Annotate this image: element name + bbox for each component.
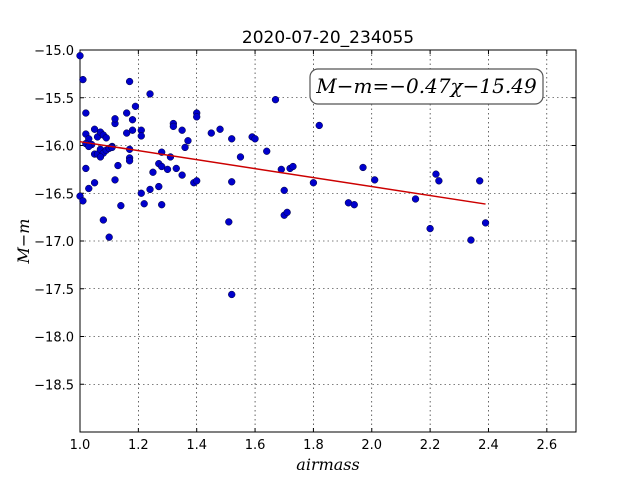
data-point bbox=[271, 96, 280, 104]
data-point bbox=[289, 162, 297, 171]
data-point bbox=[79, 197, 87, 205]
x-axis-label: airmass bbox=[296, 455, 359, 474]
chart-title: 2020-07-20_234055 bbox=[242, 28, 414, 48]
fit-line bbox=[79, 140, 486, 205]
data-point bbox=[283, 208, 291, 217]
data-point bbox=[228, 290, 236, 299]
data-point bbox=[137, 189, 145, 197]
data-point bbox=[90, 125, 99, 133]
data-point bbox=[172, 164, 180, 173]
data-point bbox=[125, 157, 134, 165]
y-axis: −15.0 −15.5 −16.0 −16.5 −17.0 −17.5 −18.0 −18.5 bbox=[34, 44, 576, 393]
data-points bbox=[76, 52, 490, 299]
data-point bbox=[435, 177, 443, 185]
data-point bbox=[128, 116, 137, 124]
data-point bbox=[481, 219, 490, 227]
data-point bbox=[111, 115, 119, 123]
data-point bbox=[315, 121, 323, 130]
data-point bbox=[123, 129, 131, 137]
data-point bbox=[137, 132, 145, 140]
data-point bbox=[131, 102, 140, 110]
data-point bbox=[111, 176, 119, 184]
data-point bbox=[169, 122, 178, 131]
data-point bbox=[225, 218, 233, 226]
data-point bbox=[467, 236, 475, 244]
data-point bbox=[79, 75, 87, 84]
data-point bbox=[178, 126, 186, 134]
data-point bbox=[85, 184, 93, 193]
data-point bbox=[178, 171, 186, 179]
y-tick-label: −15.5 bbox=[34, 92, 74, 107]
data-point bbox=[228, 178, 236, 186]
annotation-text: M−m=−0.47χ−15.49 bbox=[315, 74, 537, 98]
data-point bbox=[155, 182, 163, 191]
x-tick-label: 1.8 bbox=[303, 438, 324, 453]
data-point bbox=[207, 129, 215, 137]
data-point bbox=[193, 113, 201, 121]
data-point bbox=[309, 179, 318, 187]
data-point bbox=[105, 233, 113, 241]
data-point bbox=[371, 176, 379, 184]
data-point bbox=[163, 165, 172, 174]
x-axis: 1.0 1.2 1.4 1.6 1.8 2.0 2.2 2.4 2.6 bbox=[70, 50, 557, 453]
data-point bbox=[236, 153, 245, 161]
y-tick-label: −18.0 bbox=[34, 331, 74, 346]
data-point bbox=[158, 201, 166, 209]
data-point bbox=[228, 135, 236, 143]
y-tick-label: −16.5 bbox=[34, 187, 74, 202]
data-point bbox=[82, 164, 90, 173]
data-point bbox=[82, 109, 90, 117]
x-tick-label: 1.4 bbox=[186, 438, 207, 453]
data-point bbox=[426, 224, 434, 233]
data-point bbox=[128, 126, 137, 134]
x-tick-label: 2.0 bbox=[361, 438, 382, 453]
gridlines bbox=[79, 49, 576, 432]
data-point bbox=[158, 162, 166, 171]
data-point bbox=[96, 153, 105, 161]
data-point bbox=[251, 135, 259, 143]
y-tick-label: −17.0 bbox=[34, 235, 74, 250]
data-point bbox=[90, 179, 99, 187]
x-tick-label: 2.2 bbox=[420, 438, 441, 453]
x-tick-label: 2.4 bbox=[478, 438, 499, 453]
y-tick-label: −15.0 bbox=[34, 44, 74, 59]
data-point bbox=[280, 186, 288, 195]
y-tick-label: −17.5 bbox=[34, 283, 74, 298]
data-point bbox=[184, 137, 192, 145]
data-point bbox=[216, 125, 224, 133]
data-point bbox=[193, 177, 201, 185]
data-point bbox=[350, 201, 358, 209]
x-tick-label: 2.6 bbox=[536, 438, 557, 453]
data-point bbox=[117, 202, 125, 210]
data-point bbox=[263, 147, 271, 155]
data-point bbox=[476, 177, 484, 185]
data-point bbox=[140, 200, 148, 208]
y-axis-label: M−m bbox=[14, 219, 33, 265]
data-point bbox=[114, 161, 122, 170]
x-tick-label: 1.6 bbox=[245, 438, 266, 453]
data-point bbox=[99, 216, 107, 224]
data-point bbox=[181, 143, 189, 152]
y-tick-label: −16.0 bbox=[34, 140, 74, 155]
data-point bbox=[149, 168, 157, 176]
data-point bbox=[146, 90, 154, 98]
data-point bbox=[411, 195, 420, 203]
data-point bbox=[432, 170, 440, 178]
data-point bbox=[76, 52, 84, 60]
annotation-box-frame bbox=[309, 68, 544, 105]
y-tick-label: −18.5 bbox=[34, 378, 74, 393]
data-point bbox=[359, 163, 367, 172]
data-point bbox=[102, 134, 110, 142]
x-tick-label: 1.2 bbox=[128, 438, 149, 453]
equation-annotation: M−m=−0.47χ−15.49 bbox=[309, 68, 544, 105]
data-point bbox=[146, 185, 154, 194]
data-point bbox=[123, 109, 131, 117]
x-tick-label: 1.0 bbox=[70, 438, 91, 453]
data-point bbox=[125, 77, 134, 86]
